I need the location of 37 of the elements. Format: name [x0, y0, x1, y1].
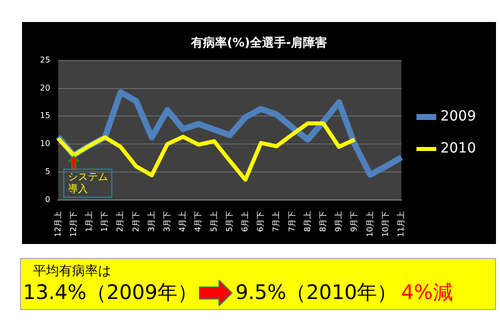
x-tick-label: 1月上	[84, 210, 94, 232]
x-tick-label: 5月上	[209, 210, 218, 232]
legend-label: 2009	[440, 108, 476, 125]
x-tick-label: 4月上	[178, 210, 188, 232]
x-tick-label: 10月上	[365, 210, 374, 238]
x-tick-label: 3月下	[162, 210, 172, 232]
y-tick-label: 20	[40, 83, 50, 92]
text: 9.5%（2010年）	[235, 279, 398, 306]
x-tick-label: 10月下	[380, 210, 390, 238]
text: 平均有病率は	[33, 263, 111, 280]
x-tick-label: 2月上	[116, 210, 125, 232]
y-tick-label: 5	[45, 167, 50, 176]
y-tick-label: 0	[45, 194, 50, 204]
x-tick-label: 4月下	[194, 210, 203, 232]
x-tick-label: 12月下	[68, 210, 78, 238]
x-tick-label: 9月下	[350, 210, 359, 232]
x-tick-label: 5月下	[224, 210, 234, 232]
x-tick-label: 6月下	[256, 210, 266, 232]
x-tick-label: 8月下	[318, 210, 328, 232]
text: 13.4%（2009年）	[23, 279, 198, 306]
y-tick-label: 10	[40, 139, 50, 148]
x-tick-label: 9月上	[334, 210, 344, 232]
y-tick-label: 25	[40, 55, 50, 64]
x-tick-label: 7月上	[272, 210, 281, 232]
x-tick-label: 2月下	[131, 210, 140, 232]
x-tick-label: 7月下	[287, 210, 296, 232]
x-tick-label: 1月下	[100, 210, 110, 232]
x-tick-label: 6月上	[240, 210, 250, 232]
annotation: システム導入	[68, 172, 108, 195]
x-tick-label: 8月上	[302, 210, 312, 232]
x-tick-label: 3月上	[146, 210, 156, 232]
legend-label: 2010	[440, 140, 476, 157]
chart-title: 有病率(%)全選手-肩障害	[190, 35, 327, 50]
x-tick-label: 12月上	[53, 210, 62, 238]
y-tick-label: 15	[40, 111, 50, 120]
x-tick-label: 11月上	[396, 210, 406, 238]
text: 4%減	[401, 279, 453, 306]
